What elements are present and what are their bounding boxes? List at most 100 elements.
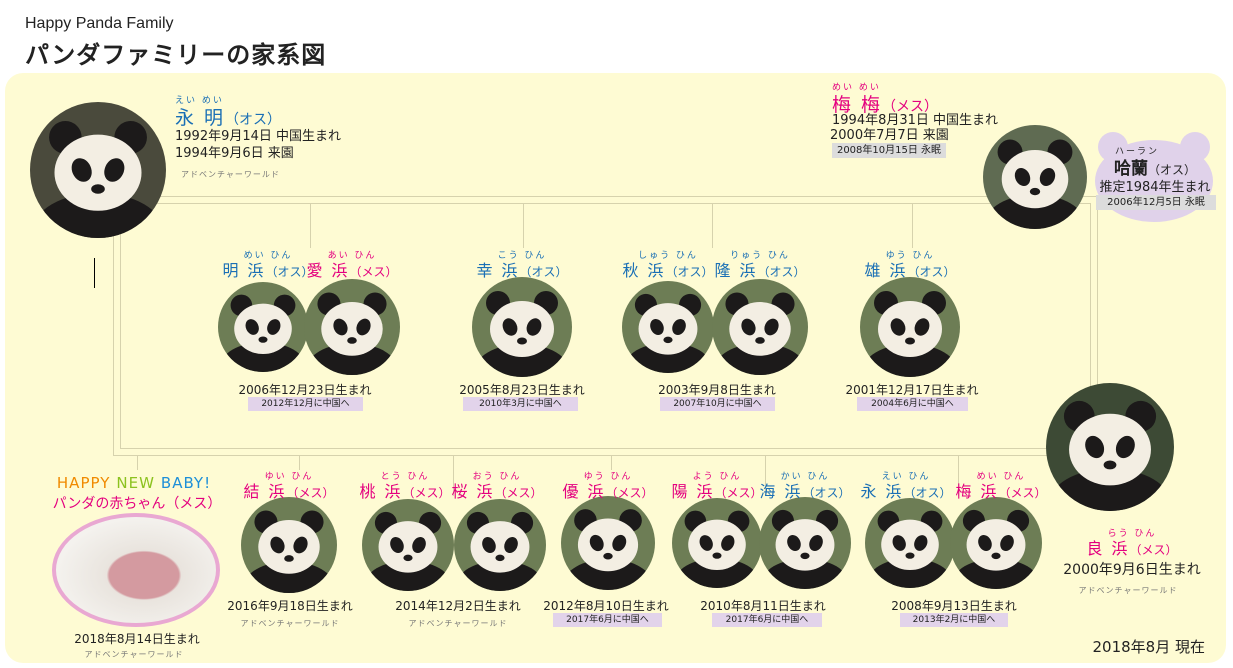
panda-name: 優 浜（メス） bbox=[562, 478, 653, 502]
birth-info: 2018年8月14日生まれ bbox=[74, 632, 200, 646]
panda-name: 愛 浜（メス） bbox=[306, 257, 397, 281]
name-kanji: 優 浜 bbox=[562, 482, 606, 501]
name-kanji: 良 浜 bbox=[1086, 539, 1130, 558]
status-badge: 2007年10月に中国へ bbox=[660, 397, 775, 411]
name-ruby: ゆう ひん bbox=[885, 251, 935, 261]
name-ruby: おう ひん bbox=[472, 472, 522, 482]
panda-name: 永 浜（オス） bbox=[860, 478, 951, 502]
birth-info: 2012年8月10日生まれ bbox=[543, 599, 669, 613]
name-ruby: めい めい bbox=[832, 83, 881, 93]
name-kanji: 永 明 bbox=[175, 107, 226, 129]
birth-info: 2001年12月17日生まれ bbox=[845, 383, 979, 397]
panda-name: 良 浜（メス） bbox=[1086, 535, 1177, 559]
panda-name: 梅 梅（メス） bbox=[832, 90, 938, 117]
status-badge: 2017年6月に中国へ bbox=[712, 613, 822, 627]
birth-info: 2006年12月23日生まれ bbox=[238, 383, 372, 397]
header-subtitle: Happy Panda Family bbox=[25, 15, 174, 32]
sex-label: （メス） bbox=[494, 486, 543, 500]
name-kanji: 梅 浜 bbox=[955, 482, 999, 501]
name-kanji: 海 浜 bbox=[759, 482, 803, 501]
panda-name: 永 明（オス） bbox=[175, 103, 281, 130]
connector-line bbox=[712, 203, 713, 248]
panda-photo bbox=[860, 277, 960, 377]
birth-info: 2014年12月2日生まれ bbox=[395, 599, 521, 613]
birth-info: 推定1984年生まれ bbox=[1099, 180, 1211, 195]
connector-line bbox=[523, 203, 524, 248]
sex-label: （オス） bbox=[903, 486, 952, 500]
name-kanji: 永 浜 bbox=[860, 482, 904, 501]
sex-label: （オス） bbox=[907, 265, 956, 279]
name-kanji: 哈蘭 bbox=[1113, 159, 1148, 179]
sex-label: （メス） bbox=[402, 486, 451, 500]
panda-photo bbox=[304, 279, 400, 375]
panda-name: 哈蘭（オス） bbox=[1114, 154, 1196, 179]
name-ruby: こう ひん bbox=[497, 251, 547, 261]
status-badge: 2010年3月に中国へ bbox=[463, 397, 578, 411]
connector-line bbox=[611, 456, 612, 470]
place-label: アドベンチャーワールド bbox=[84, 650, 184, 659]
birth-info: 2000年9月6日生まれ bbox=[1063, 562, 1201, 578]
panda-photo bbox=[30, 102, 166, 238]
baby-headline: HAPPY NEW BABY! bbox=[57, 474, 217, 492]
sex-label: （オス） bbox=[1147, 163, 1197, 177]
panda-name: 隆 浜（オス） bbox=[714, 257, 805, 281]
panda-photo bbox=[362, 499, 454, 591]
sex-label: （メス） bbox=[882, 99, 939, 115]
status-badge: 2004年6月に中国へ bbox=[857, 397, 968, 411]
connector-line bbox=[958, 456, 959, 496]
connector-line bbox=[137, 456, 138, 470]
panda-name: 雄 浜（オス） bbox=[864, 257, 955, 281]
birth-info: 2003年9月8日生まれ bbox=[658, 383, 776, 397]
sex-label: （メス） bbox=[349, 265, 398, 279]
sex-label: （オス） bbox=[802, 486, 851, 500]
connector-line bbox=[120, 448, 1090, 449]
panda-name: 海 浜（オス） bbox=[759, 478, 850, 502]
panda-photo bbox=[983, 125, 1087, 229]
birth-info: 2016年9月18日生まれ bbox=[227, 599, 353, 613]
status-badge: 2013年2月に中国へ bbox=[900, 613, 1008, 627]
connector-line bbox=[120, 203, 121, 449]
name-ruby: かい ひん bbox=[780, 472, 830, 482]
connector-line bbox=[113, 196, 114, 456]
name-ruby: りゅう ひん bbox=[730, 251, 790, 261]
name-kanji: 桃 浜 bbox=[359, 482, 403, 501]
panda-photo bbox=[561, 496, 655, 590]
name-ruby: よう ひん bbox=[692, 472, 742, 482]
baby-subtitle: パンダの赤ちゃん（メス） bbox=[52, 496, 222, 512]
panda-photo bbox=[712, 279, 808, 375]
connector-line bbox=[453, 456, 454, 496]
birth-info: 2005年8月23日生まれ bbox=[459, 383, 585, 397]
headline-word: NEW bbox=[116, 474, 155, 492]
panda-photo bbox=[218, 282, 308, 372]
panda-photo bbox=[672, 498, 762, 588]
name-kanji: 雄 浜 bbox=[864, 261, 908, 280]
name-ruby: あい ひん bbox=[327, 251, 377, 261]
name-kanji: 幸 浜 bbox=[476, 261, 520, 280]
headline-word: BABY! bbox=[160, 474, 212, 492]
page-title: パンダファミリーの家系図 bbox=[25, 41, 327, 69]
panda-name: 明 浜（オス） bbox=[222, 257, 313, 281]
name-kanji: 明 浜 bbox=[222, 261, 266, 280]
sex-label: （メス） bbox=[1129, 543, 1178, 557]
panda-name: 梅 浜（メス） bbox=[955, 478, 1046, 502]
sex-label: （オス） bbox=[225, 112, 282, 128]
panda-photo bbox=[472, 277, 572, 377]
sex-label: （メス） bbox=[286, 486, 335, 500]
memorial-badge: 2008年10月15日 永眠 bbox=[832, 143, 946, 158]
name-kanji: 桜 浜 bbox=[451, 482, 495, 501]
baby-photo bbox=[52, 513, 220, 627]
panda-photo bbox=[950, 497, 1042, 589]
sex-label: （オス） bbox=[265, 265, 314, 279]
place-label: アドベンチャーワールド bbox=[408, 619, 508, 628]
name-ruby: えい ひん bbox=[881, 472, 931, 482]
sex-label: （オス） bbox=[665, 265, 714, 279]
arrival-info: 2000年7月7日 来園 bbox=[830, 128, 949, 143]
name-ruby: ハーラン bbox=[1114, 147, 1160, 157]
panda-photo bbox=[1046, 383, 1174, 511]
connector-line bbox=[299, 456, 300, 470]
birth-info: 1994年8月31日 中国生まれ bbox=[832, 113, 999, 128]
memorial-badge: 2006年12月5日 永眠 bbox=[1096, 195, 1216, 210]
panda-photo bbox=[454, 499, 546, 591]
panda-name: 秋 浜（オス） bbox=[622, 257, 713, 281]
panda-name: 結 浜（メス） bbox=[243, 478, 334, 502]
